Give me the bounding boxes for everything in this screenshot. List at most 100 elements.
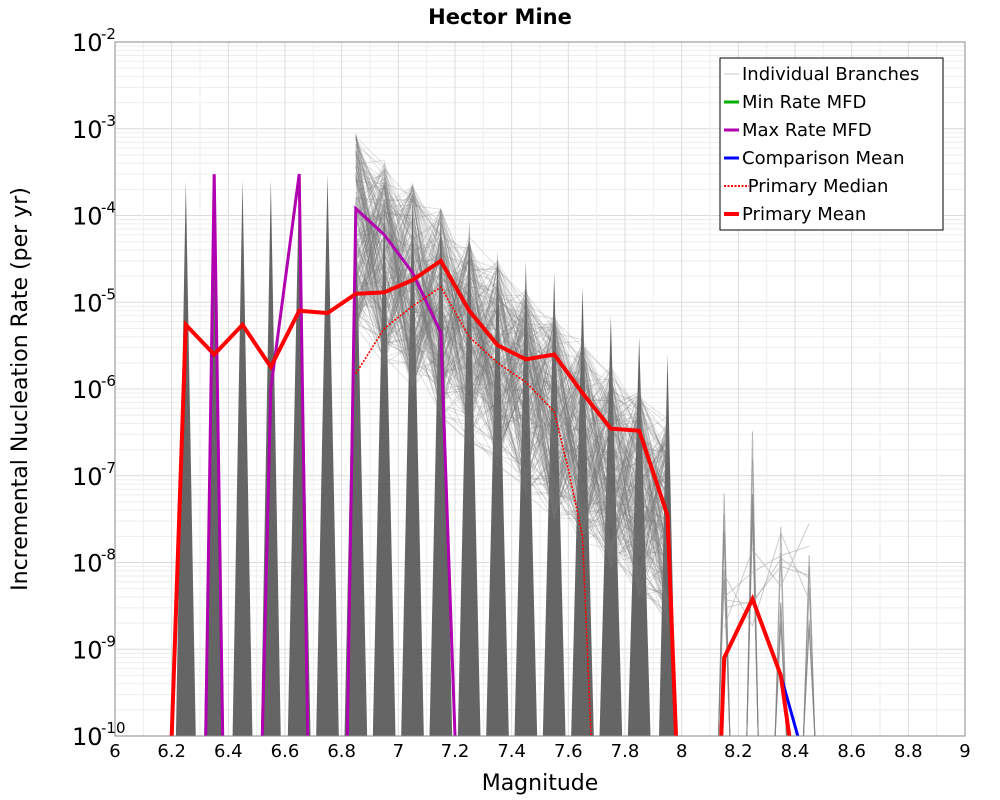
branch-line bbox=[355, 241, 668, 566]
branch-line bbox=[355, 241, 668, 574]
y-axis-label: Incremental Nucleation Rate (per yr) bbox=[8, 187, 33, 591]
branch-line bbox=[355, 209, 668, 603]
branch-line bbox=[355, 170, 668, 551]
primary-median-line bbox=[355, 285, 592, 737]
branch-line bbox=[355, 163, 668, 610]
branch-line bbox=[355, 177, 668, 528]
y-tick-exponent: -2 bbox=[101, 25, 116, 43]
branch-line bbox=[355, 206, 668, 584]
branch-line bbox=[355, 211, 668, 534]
branch-line bbox=[718, 514, 731, 737]
branch-line bbox=[355, 191, 668, 555]
branch-line bbox=[355, 179, 668, 509]
branch-line bbox=[355, 276, 668, 569]
legend-label: Comparison Mean bbox=[742, 148, 905, 169]
x-tick-labels: 6 6.2 6.4 6.6 6.8 7 7.2 7.4 7.6 7.8 8 8.2 8.4 8.6 8.8 9 bbox=[109, 741, 970, 762]
y-tick-exponent: -9 bbox=[101, 632, 116, 650]
branch-line bbox=[355, 196, 668, 578]
branch-line bbox=[355, 201, 668, 529]
branch-spike bbox=[486, 250, 509, 736]
branch-line bbox=[355, 167, 668, 498]
y-tick-label: 10 bbox=[72, 636, 103, 664]
branch-line bbox=[355, 176, 668, 569]
branch-line bbox=[355, 196, 668, 621]
y-tick-label: 10 bbox=[72, 463, 103, 491]
branch-line bbox=[355, 287, 668, 566]
branch-line bbox=[355, 181, 668, 603]
branch-line bbox=[355, 151, 668, 487]
branch-line bbox=[355, 221, 668, 582]
branch-line bbox=[355, 135, 668, 529]
y-tick-exponent: -7 bbox=[101, 459, 116, 477]
branch-line bbox=[355, 187, 668, 571]
branch-line bbox=[746, 520, 759, 737]
branch-line bbox=[355, 187, 668, 568]
y-tick-label: 10 bbox=[72, 29, 103, 57]
branch-line bbox=[355, 292, 668, 550]
branch-line bbox=[355, 235, 668, 455]
branch-line bbox=[355, 191, 668, 521]
branch-line bbox=[355, 203, 668, 574]
branch-line bbox=[355, 174, 668, 586]
branch-line bbox=[355, 245, 668, 509]
branch-line bbox=[724, 557, 810, 605]
legend-box bbox=[719, 57, 944, 231]
branch-line bbox=[355, 251, 668, 570]
branch-line bbox=[355, 216, 668, 621]
branch-line bbox=[355, 232, 668, 520]
branch-line bbox=[355, 138, 668, 540]
branch-line bbox=[355, 213, 668, 604]
branch-line bbox=[355, 234, 668, 557]
branch-spike bbox=[457, 219, 481, 736]
branch-line bbox=[355, 166, 668, 597]
branch-line bbox=[355, 136, 668, 603]
branch-line bbox=[355, 208, 668, 592]
branch-line bbox=[355, 185, 668, 597]
y-tick-exponent: -6 bbox=[101, 372, 116, 390]
branch-line bbox=[355, 234, 668, 582]
branch-spike bbox=[429, 205, 453, 736]
branch-line bbox=[355, 197, 668, 513]
branch-line bbox=[355, 174, 668, 625]
branch-line bbox=[355, 154, 668, 506]
branch-line bbox=[355, 136, 668, 618]
branch-line bbox=[355, 194, 668, 547]
branch-line bbox=[355, 167, 668, 612]
branch-line bbox=[355, 162, 668, 578]
x-tick-label: 7.6 bbox=[554, 741, 583, 762]
x-tick-label: 8.4 bbox=[781, 741, 810, 762]
branch-line bbox=[355, 151, 668, 600]
branch-line bbox=[355, 173, 668, 550]
branch-line bbox=[355, 134, 668, 593]
legend-label: Individual Branches bbox=[742, 64, 919, 85]
y-tick-exponent: -5 bbox=[101, 285, 116, 303]
branch-line bbox=[355, 265, 668, 514]
branch-line bbox=[355, 137, 668, 567]
branch-line bbox=[355, 193, 668, 463]
branch-line bbox=[355, 271, 668, 557]
branch-line bbox=[355, 184, 668, 464]
branch-line bbox=[355, 184, 668, 534]
y-tick-label: 10 bbox=[72, 550, 103, 578]
branch-line bbox=[355, 254, 668, 577]
branch-line bbox=[355, 213, 668, 554]
branch-line bbox=[355, 182, 668, 609]
branch-line bbox=[355, 179, 668, 524]
branch-line bbox=[355, 157, 668, 592]
x-tick-label: 7.4 bbox=[497, 741, 526, 762]
x-tick-label: 9 bbox=[959, 741, 970, 762]
branch-line bbox=[355, 159, 668, 582]
branch-line bbox=[355, 245, 668, 530]
branch-line bbox=[355, 144, 668, 525]
branch-line bbox=[355, 268, 668, 625]
x-tick-label: 6.8 bbox=[327, 741, 356, 762]
x-tick-label: 7.2 bbox=[441, 741, 470, 762]
x-tick-label: 6.2 bbox=[157, 741, 186, 762]
plot-frame bbox=[114, 41, 966, 737]
branch-line bbox=[355, 189, 668, 535]
branch-line bbox=[355, 236, 668, 530]
branch-line bbox=[355, 183, 668, 597]
legend-label: Primary Median bbox=[742, 176, 888, 197]
individual-branches bbox=[175, 133, 816, 737]
y-tick-exponent: -8 bbox=[101, 546, 116, 564]
